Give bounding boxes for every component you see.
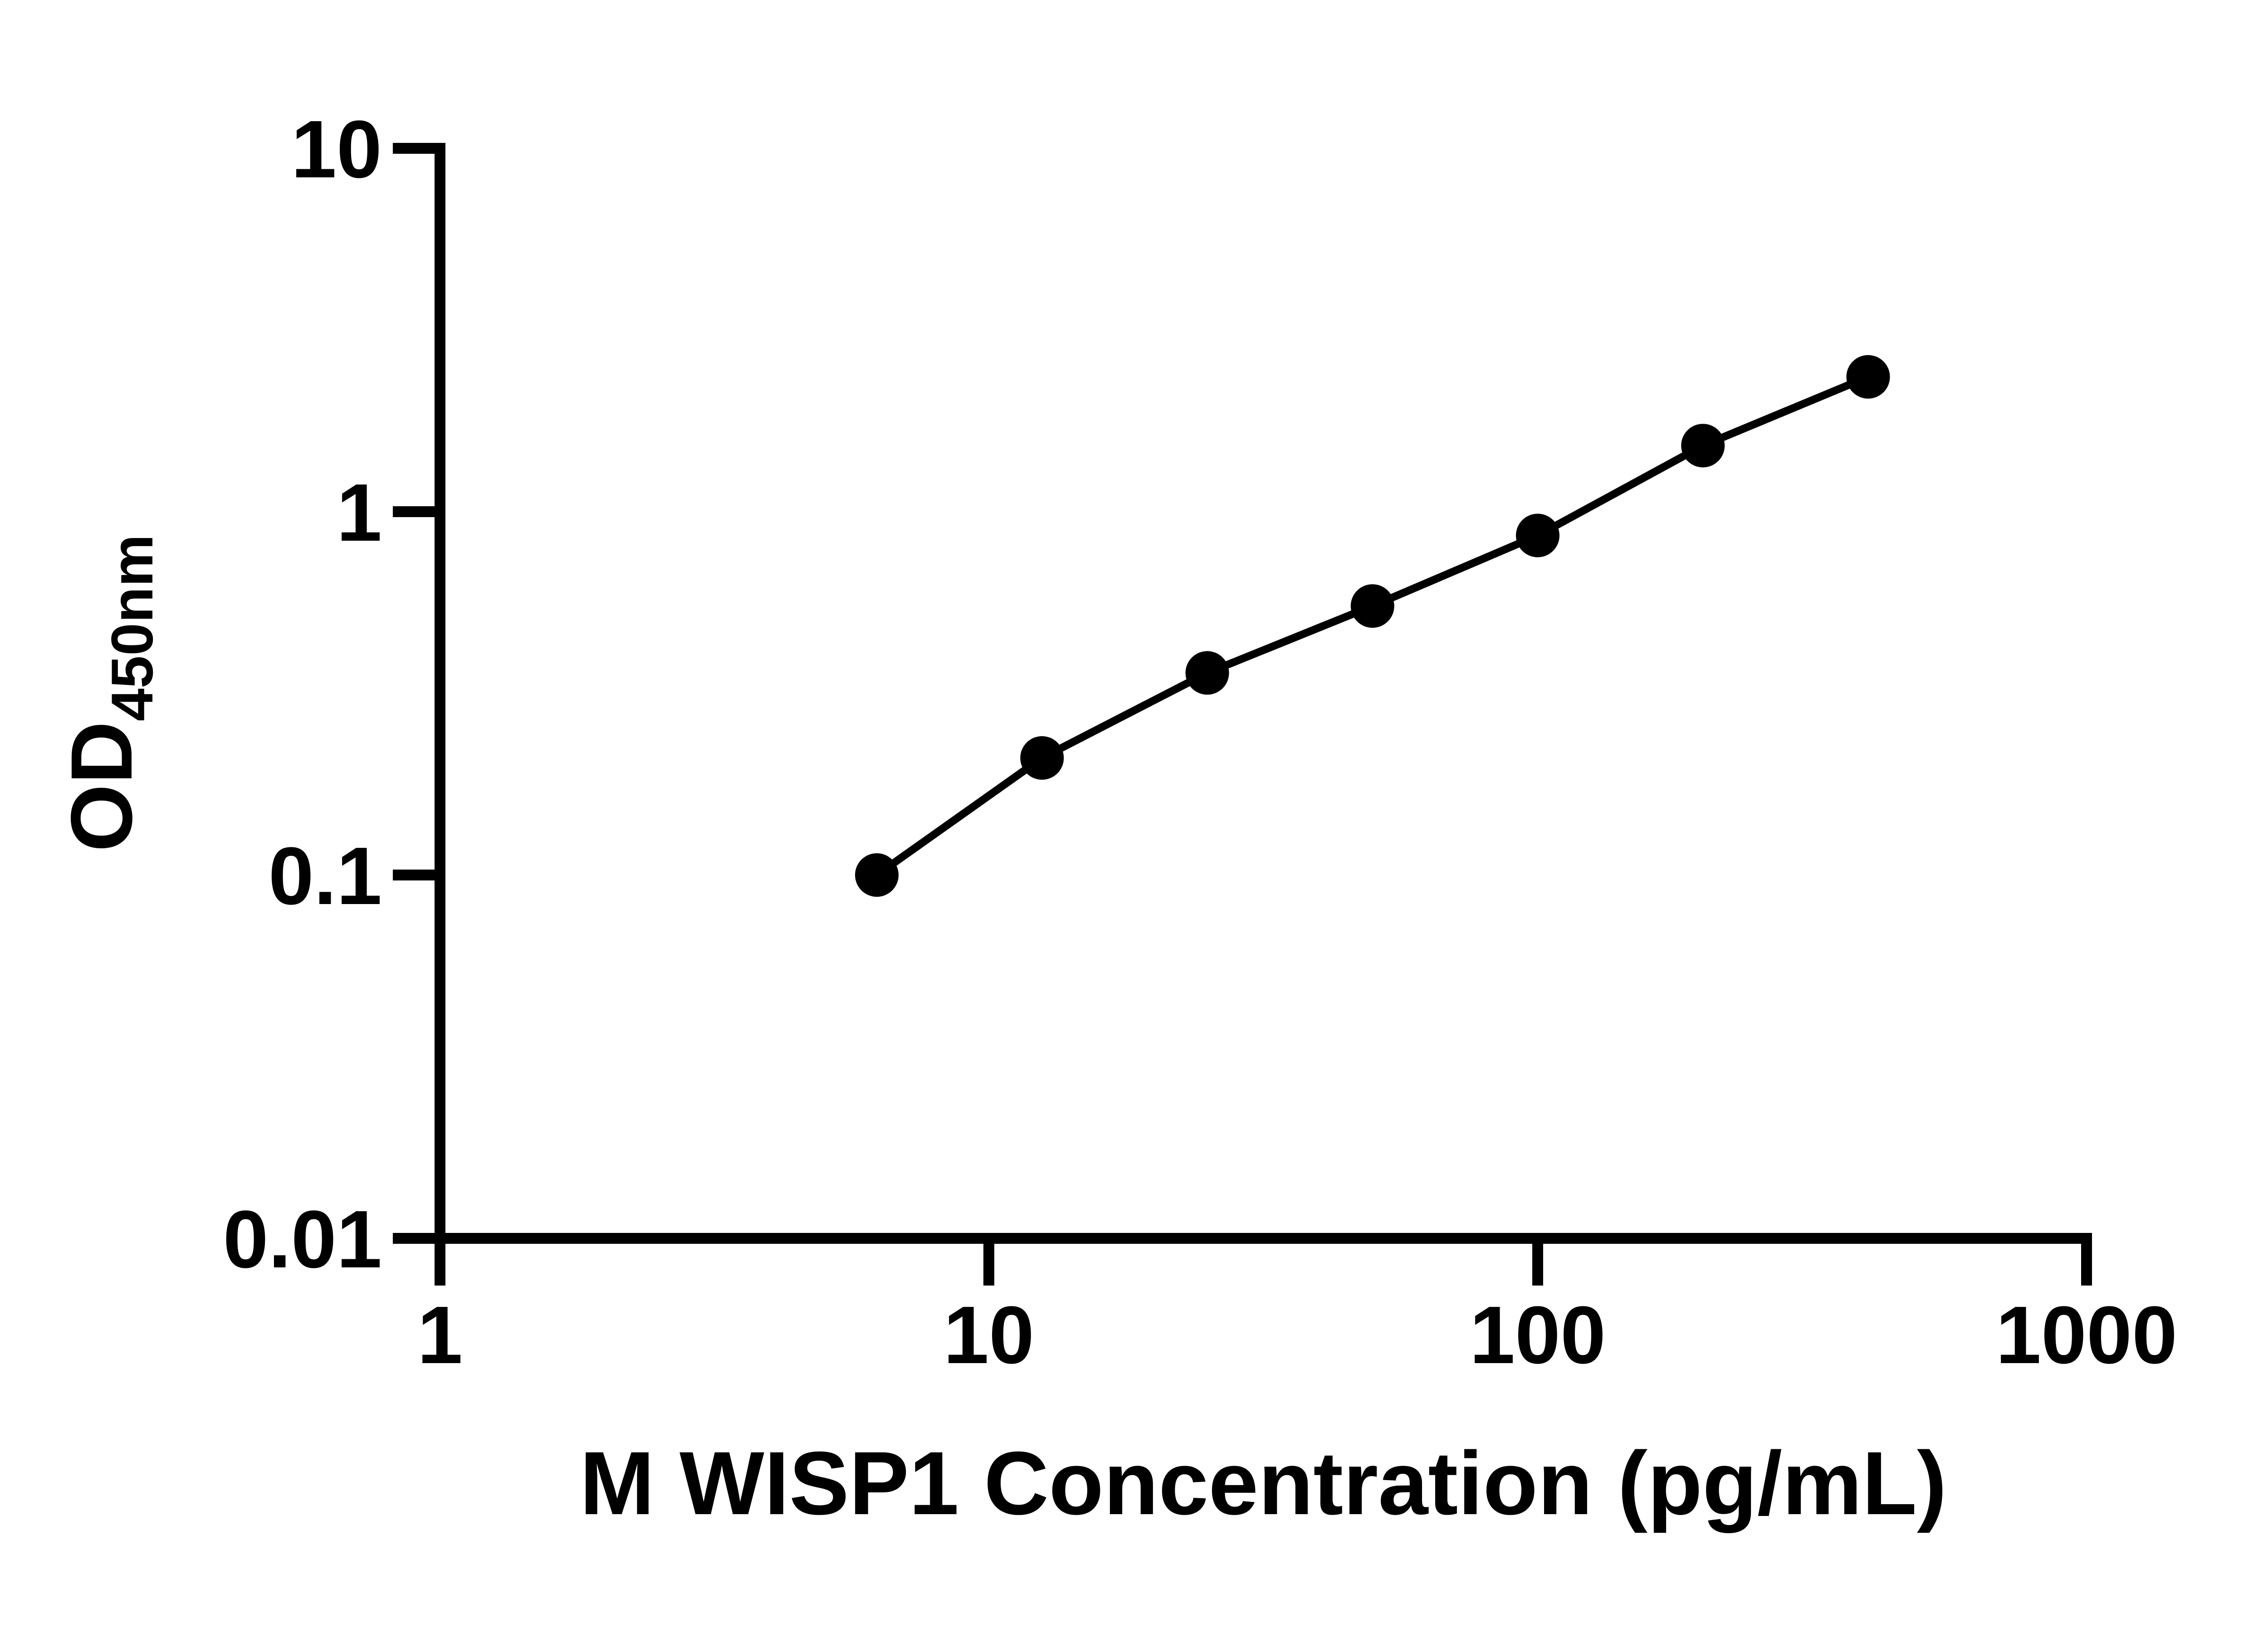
y-tick-label-0.01: 0.01 bbox=[223, 1194, 382, 1285]
tick-labels-layer: 10 1 0.1 0.01 1 10 100 1000 bbox=[223, 104, 2178, 1381]
y-tick-label-10: 10 bbox=[291, 104, 382, 195]
x-tick-label-100: 100 bbox=[1470, 1290, 1606, 1381]
series-layer bbox=[855, 355, 1890, 897]
y-axis-title-subscript: 450nm bbox=[99, 534, 165, 721]
standard-curve-point-50pg bbox=[1350, 584, 1394, 628]
standard-curve-point-100pg bbox=[1516, 513, 1559, 557]
standard-curve-point-25pg bbox=[1185, 651, 1229, 695]
x-tick-label-1: 1 bbox=[417, 1290, 463, 1381]
standard-curve-point-6.25pg bbox=[855, 853, 899, 897]
y-axis-title-main: OD bbox=[53, 721, 150, 852]
standard-curve-point-400pg bbox=[1846, 355, 1890, 399]
axes-layer bbox=[435, 143, 2092, 1244]
x-tick-label-1000: 1000 bbox=[1996, 1290, 2177, 1381]
y-tick-label-0.1: 0.1 bbox=[269, 831, 382, 922]
x-tick-label-10: 10 bbox=[943, 1290, 1034, 1381]
x-axis-title: M WISP1 Concentration (pg/mL) bbox=[580, 1433, 1947, 1533]
y-axis-title: OD450nm bbox=[53, 534, 165, 852]
ticks-layer bbox=[393, 143, 2092, 1286]
y-tick-label-1: 1 bbox=[337, 467, 382, 558]
standard-curve-point-200pg bbox=[1681, 424, 1725, 468]
standard-curve-point-12.5pg bbox=[1020, 736, 1064, 780]
